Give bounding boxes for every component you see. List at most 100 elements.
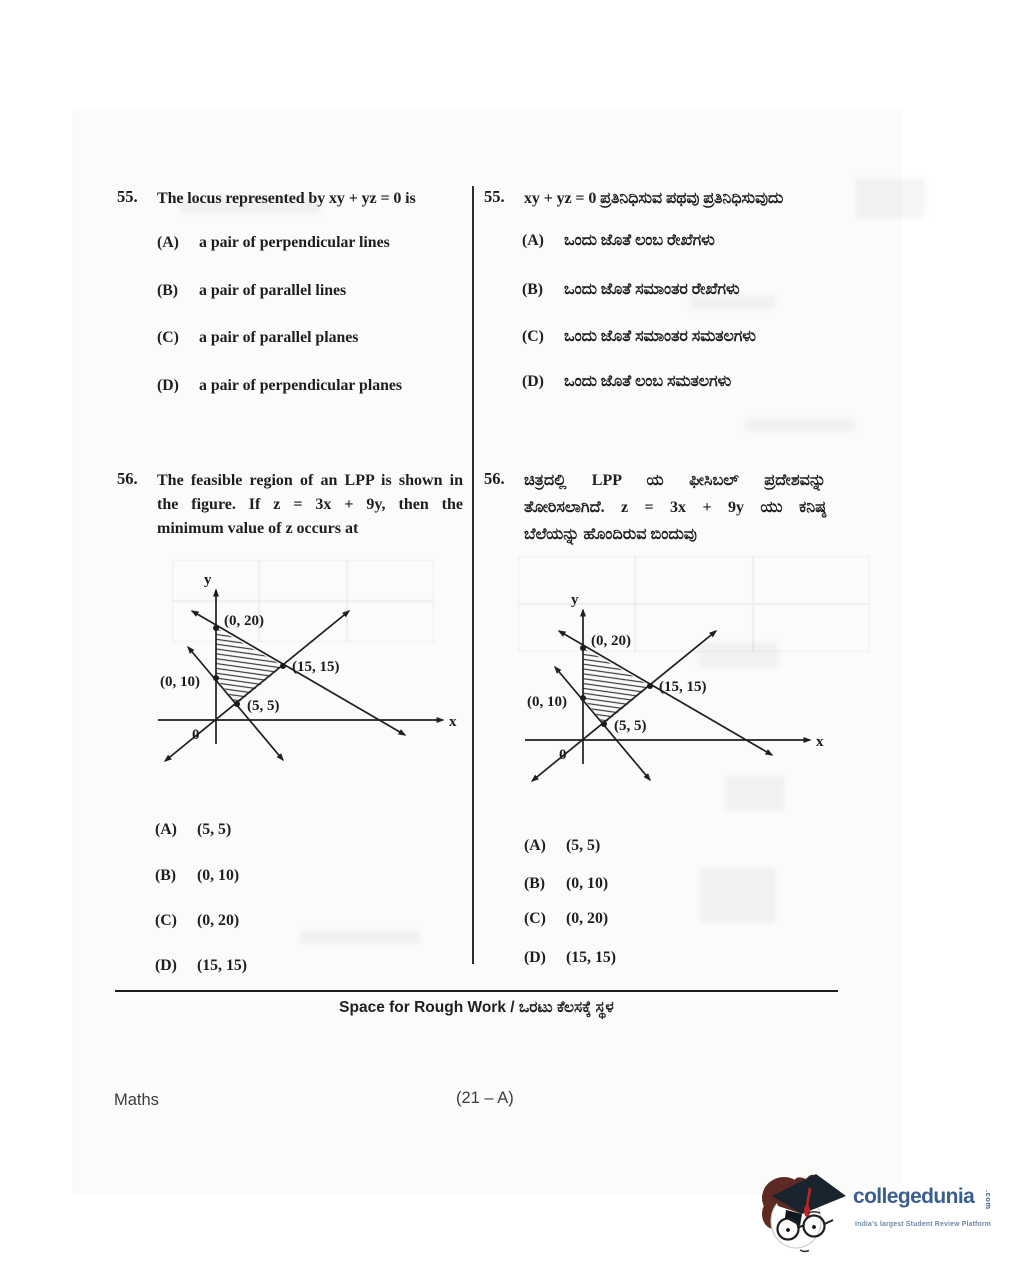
y-axis-label: y xyxy=(571,592,579,608)
collegedunia-tld: .com xyxy=(984,1190,993,1210)
glasses-left-lens xyxy=(776,1217,800,1241)
origin-label: 0 xyxy=(559,747,567,763)
point-label-5-5: (5, 5) xyxy=(614,718,647,734)
bleedthrough-artifact xyxy=(725,776,785,810)
option-text: (5, 5) xyxy=(566,837,601,854)
rough-work-rule xyxy=(115,990,838,992)
mascot-mouth xyxy=(799,1249,810,1253)
question-text-line: ಬೆಲೆಯನ್ನು ಹೊಂದಿರುವ ಬಿಂದುವು xyxy=(524,526,697,543)
option-row: (B) ಒಂದು ಜೊತೆ ಸಮಾಂತರ ರೇಖೆಗಳು xyxy=(522,281,842,299)
option-row: (C) (0, 20) xyxy=(155,912,355,930)
option-label: (D) xyxy=(157,377,179,394)
option-label: (D) xyxy=(155,957,177,974)
question-number: 55. xyxy=(117,187,138,206)
point-label-0-10: (0, 10) xyxy=(160,674,200,690)
option-label: (C) xyxy=(524,910,546,927)
option-label: (A) xyxy=(524,837,546,854)
lpp-feasible-region-figure: y x 0 (0, 20) (0, 10) (5, 5) (15, 15) xyxy=(140,568,462,806)
option-text: (0, 20) xyxy=(197,912,240,929)
bleedthrough-artifact xyxy=(855,178,925,218)
option-text: (0, 20) xyxy=(566,910,609,927)
collegedunia-tagline: India's largest Student Review Platform xyxy=(855,1219,992,1228)
bleedthrough-artifact xyxy=(690,295,775,309)
vertex-point-0-20 xyxy=(213,625,219,631)
option-label: (D) xyxy=(524,949,546,966)
point-label-0-20: (0, 20) xyxy=(224,613,264,629)
option-label: (B) xyxy=(522,281,544,298)
option-row: (A) (5, 5) xyxy=(524,837,724,855)
origin-label: 0 xyxy=(192,727,200,743)
vertex-point-0-10 xyxy=(580,695,586,701)
y-axis-label: y xyxy=(204,572,212,588)
option-row: (D) (15, 15) xyxy=(524,949,724,967)
bleedthrough-artifact xyxy=(700,868,775,923)
option-text: ಒಂದು ಜೊತೆ ಸಮಾಂತರ ಸಮತಲಗಳು xyxy=(564,328,756,345)
option-text: ಒಂದು ಜೊತೆ ಲಂಬ ರೇಖೆಗಳು xyxy=(564,232,715,249)
option-row: (D) (15, 15) xyxy=(155,957,355,975)
option-label: (A) xyxy=(157,234,179,251)
option-row: (A) (5, 5) xyxy=(155,821,355,839)
vertex-point-15-15 xyxy=(647,683,653,689)
footer-page-code: (21 – A) xyxy=(456,1089,514,1107)
option-row: (C) (0, 20) xyxy=(524,910,724,928)
option-text: (15, 15) xyxy=(197,957,248,974)
option-label: (C) xyxy=(157,329,179,346)
vertex-point-5-5 xyxy=(601,721,607,727)
option-text: ಒಂದು ಜೊತೆ ಲಂಬ ಸಮತಲಗಳು xyxy=(564,373,732,390)
bleedthrough-artifact xyxy=(300,930,420,944)
cap-tassel-tip xyxy=(804,1205,810,1217)
question-number: 56. xyxy=(484,469,505,488)
option-text: a pair of perpendicular planes xyxy=(199,377,403,394)
vertex-point-5-5 xyxy=(234,701,240,707)
question-number: 55. xyxy=(484,187,505,206)
bleedthrough-artifact xyxy=(745,418,855,431)
collegedunia-mascot xyxy=(758,1166,863,1266)
question-text-line: The feasible region of an LPP is shown i… xyxy=(157,472,463,489)
glasses-temple xyxy=(824,1219,834,1225)
lpp-feasible-region-figure: y x 0 (0, 20) (0, 10) (5, 5) (15, 15) xyxy=(507,588,829,826)
option-text: (15, 15) xyxy=(566,949,617,966)
graduation-cap-band xyxy=(785,1210,802,1226)
question-text: The locus represented by xy + yz = 0 is xyxy=(157,190,416,207)
option-row: (C) a pair of parallel planes xyxy=(157,329,457,347)
option-row: (A) a pair of perpendicular lines xyxy=(157,234,457,252)
vertex-point-0-20 xyxy=(580,645,586,651)
mascot-eye xyxy=(812,1225,816,1229)
point-label-15-15: (15, 15) xyxy=(659,679,707,695)
option-label: (B) xyxy=(155,867,177,884)
option-label: (B) xyxy=(157,282,179,299)
option-text: (5, 5) xyxy=(197,821,232,838)
question-text-line: the figure. If z = 3x + 9y, then the xyxy=(157,496,463,513)
option-text: a pair of parallel lines xyxy=(199,282,347,299)
question-text-line: ಚಿತ್ರದಲ್ಲಿ LPP ಯ ಫೀಸಿಬಲ್ ಪ್ರದೇಶವನ್ನು xyxy=(524,472,826,489)
question-text-line: minimum value of z occurs at xyxy=(157,520,359,537)
x-axis-label: x xyxy=(449,714,457,730)
option-text: a pair of perpendicular lines xyxy=(199,234,390,251)
point-label-0-10: (0, 10) xyxy=(527,694,567,710)
x-axis-label: x xyxy=(816,734,824,750)
option-row: (B) a pair of parallel lines xyxy=(157,282,457,300)
option-text: (0, 10) xyxy=(197,867,240,884)
bleedthrough-artifact xyxy=(518,556,870,652)
option-text: ಒಂದು ಜೊತೆ ಸಮಾಂತರ ರೇಖೆಗಳು xyxy=(564,281,740,298)
glasses-bridge xyxy=(797,1224,805,1229)
option-label: (C) xyxy=(155,912,177,929)
option-label: (B) xyxy=(524,875,546,892)
rough-work-label: Space for Rough Work / ಒರಟು ಕೆಲಸಕ್ಕೆ ಸ್ಥ… xyxy=(339,999,614,1016)
point-label-15-15: (15, 15) xyxy=(292,659,340,675)
question-text: xy + yz = 0 ಪ್ರತಿನಿಧಿಸುವ ಪಥವು ಪ್ರತಿನಿಧಿಸ… xyxy=(524,190,784,207)
point-label-0-20: (0, 20) xyxy=(591,633,631,649)
option-label: (C) xyxy=(522,328,544,345)
option-row: (B) (0, 10) xyxy=(524,875,724,893)
column-divider xyxy=(472,186,474,964)
option-row: (C) ಒಂದು ಜೊತೆ ಸಮಾಂತರ ಸಮತಲಗಳು xyxy=(522,328,842,346)
option-row: (A) ಒಂದು ಜೊತೆ ಲಂಬ ರೇಖೆಗಳು xyxy=(522,232,842,250)
option-row: (D) ಒಂದು ಜೊತೆ ಲಂಬ ಸಮತಲಗಳು xyxy=(522,373,842,391)
option-text: a pair of parallel planes xyxy=(199,329,359,346)
question-number: 56. xyxy=(117,469,138,488)
option-row: (B) (0, 10) xyxy=(155,867,355,885)
option-label: (A) xyxy=(522,232,544,249)
vertex-point-0-10 xyxy=(213,675,219,681)
mascot-eyebrow xyxy=(807,1211,821,1214)
